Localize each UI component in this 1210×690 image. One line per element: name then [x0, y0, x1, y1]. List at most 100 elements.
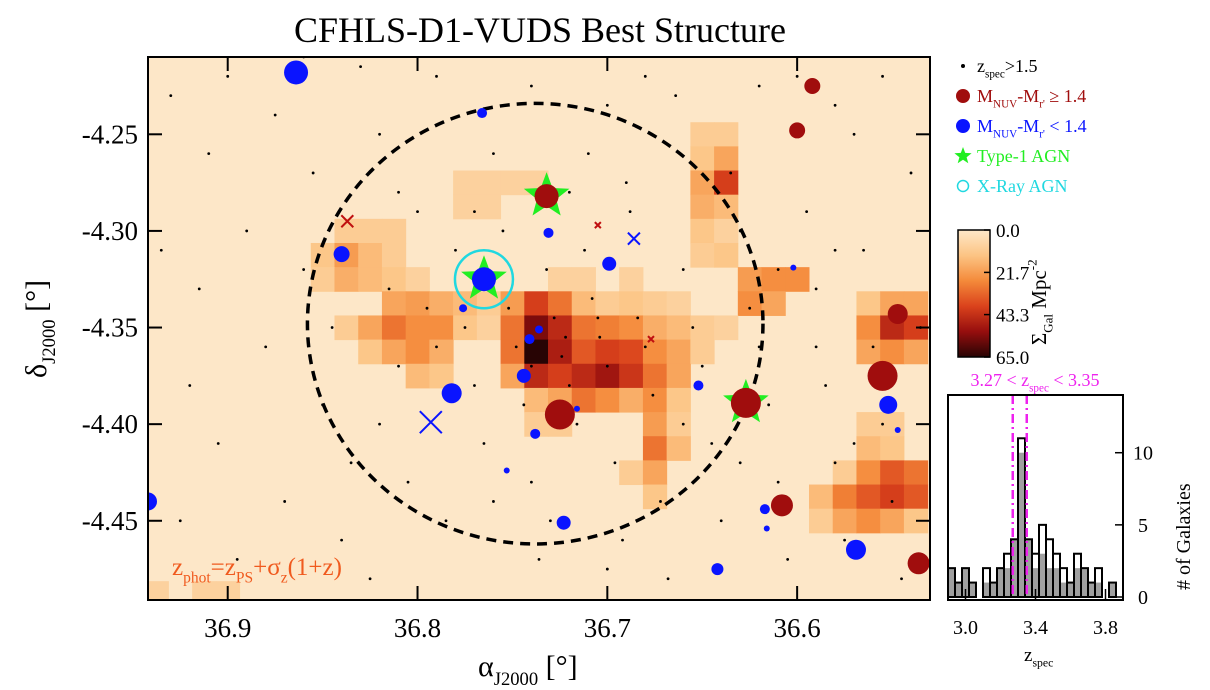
colorbar-tick-label: 21.7 [996, 263, 1029, 284]
density-cell [761, 291, 786, 316]
galaxy-dot [378, 132, 381, 136]
density-cell [690, 339, 715, 365]
galaxy-dot [852, 132, 856, 136]
galaxy-dot [624, 181, 628, 185]
galaxy-dot [435, 345, 438, 349]
hist-bar [1095, 582, 1102, 597]
legend-label-part: M [977, 86, 993, 106]
density-cell [808, 484, 834, 510]
y-tick-label: -4.40 [82, 409, 138, 439]
legend-label-part: >1.5 [1005, 56, 1038, 76]
density-cell [642, 315, 668, 341]
galaxy-dot [681, 422, 685, 426]
legend-label-part: < 1.4 [1045, 116, 1087, 136]
density-cell [666, 363, 691, 389]
structure-region [305, 101, 765, 546]
galaxy-dot [605, 364, 609, 368]
legend-label-part: z [977, 56, 985, 76]
y-axis-label-part: J2000 [39, 319, 60, 363]
density-cell [453, 194, 478, 220]
x-mark [627, 231, 641, 246]
density-cell [856, 508, 881, 534]
galaxy-dot [311, 171, 315, 175]
legend-label: Type-1 AGN [977, 146, 1070, 166]
density-cell [714, 242, 739, 268]
density-cell [642, 436, 668, 461]
density-cell [358, 339, 383, 365]
density-cell [500, 170, 525, 196]
galaxy-dot [492, 500, 495, 503]
density-map [148, 122, 929, 600]
density-cell [856, 460, 881, 486]
density-cell [642, 412, 668, 437]
galaxy-dot [501, 229, 505, 233]
density-cell [666, 315, 691, 341]
galaxy-dot [596, 316, 600, 320]
galaxy-dot [530, 364, 533, 368]
hist-x-tick-label: 3.4 [1023, 617, 1048, 639]
density-cell [642, 484, 668, 510]
galaxy-dot [349, 461, 353, 465]
density-cell [880, 339, 905, 365]
density-cell [856, 291, 881, 316]
density-cell [880, 508, 905, 534]
hist-outline [1094, 567, 1103, 599]
density-cell [642, 339, 668, 365]
galaxy-dot [719, 519, 723, 523]
legend-label-part: NUV [993, 128, 1017, 140]
hist-bar [1032, 568, 1039, 597]
galaxy-dot [691, 326, 695, 329]
galaxy-circle [544, 399, 575, 430]
density-cell [595, 363, 620, 389]
legend-label-part: NUV [993, 98, 1017, 110]
galaxy-circle [333, 246, 350, 263]
galaxy-dot [586, 152, 590, 156]
colorbar-label-part: Σ [1027, 333, 1051, 345]
galaxy-circle [867, 360, 898, 391]
galaxy-circle [516, 368, 531, 383]
density-cell [642, 291, 668, 316]
hist-y-tick-label: 5 [1138, 515, 1148, 537]
galaxy-circle [907, 552, 930, 575]
density-cell [595, 339, 620, 365]
density-cell [500, 339, 525, 365]
galaxy-dot [302, 268, 306, 271]
colorbar-label-part: Gal [1040, 314, 1055, 333]
galaxy-dot [548, 519, 552, 523]
galaxy-dot [406, 480, 410, 484]
histogram [947, 437, 1117, 599]
x-mark [594, 221, 602, 229]
hist-bar [1074, 568, 1081, 597]
galaxy-circle [503, 467, 510, 474]
density-cell [714, 218, 739, 244]
galaxy-circle [763, 525, 770, 532]
colorbar-label: ΣGal Mpc-2 [1025, 259, 1056, 345]
hist-y-label: # of Galaxies [1173, 483, 1195, 590]
galaxy-dot [473, 384, 476, 387]
y-axis-label-part: [°] [20, 280, 53, 319]
galaxy-dot [545, 268, 548, 271]
hist-x-label-part: z [1024, 645, 1032, 666]
galaxy-dot [463, 326, 467, 329]
legend-label-part: ≥ 1.4 [1045, 86, 1086, 106]
density-cell [666, 436, 691, 461]
density-cell [880, 460, 905, 486]
galaxy-dot [776, 268, 780, 271]
x-axis-label-part: [°] [538, 650, 577, 683]
hist-bar [1109, 582, 1116, 597]
galaxy-dot [273, 113, 277, 117]
hist-bar [955, 582, 962, 597]
legend-label-part: X-Ray AGN [977, 176, 1068, 196]
density-cell [690, 218, 715, 244]
x-axis-label: αJ2000 [°] [478, 650, 578, 690]
galaxy-dot [862, 248, 865, 252]
density-cell [429, 339, 454, 365]
hist-bar [983, 582, 990, 597]
galaxy-dot [643, 74, 647, 78]
density-cell [476, 170, 502, 196]
legend-label: zspec>1.5 [977, 56, 1037, 80]
galaxy-dot [454, 248, 457, 252]
galaxy-dot [786, 558, 790, 561]
galaxy-dot [564, 335, 567, 339]
